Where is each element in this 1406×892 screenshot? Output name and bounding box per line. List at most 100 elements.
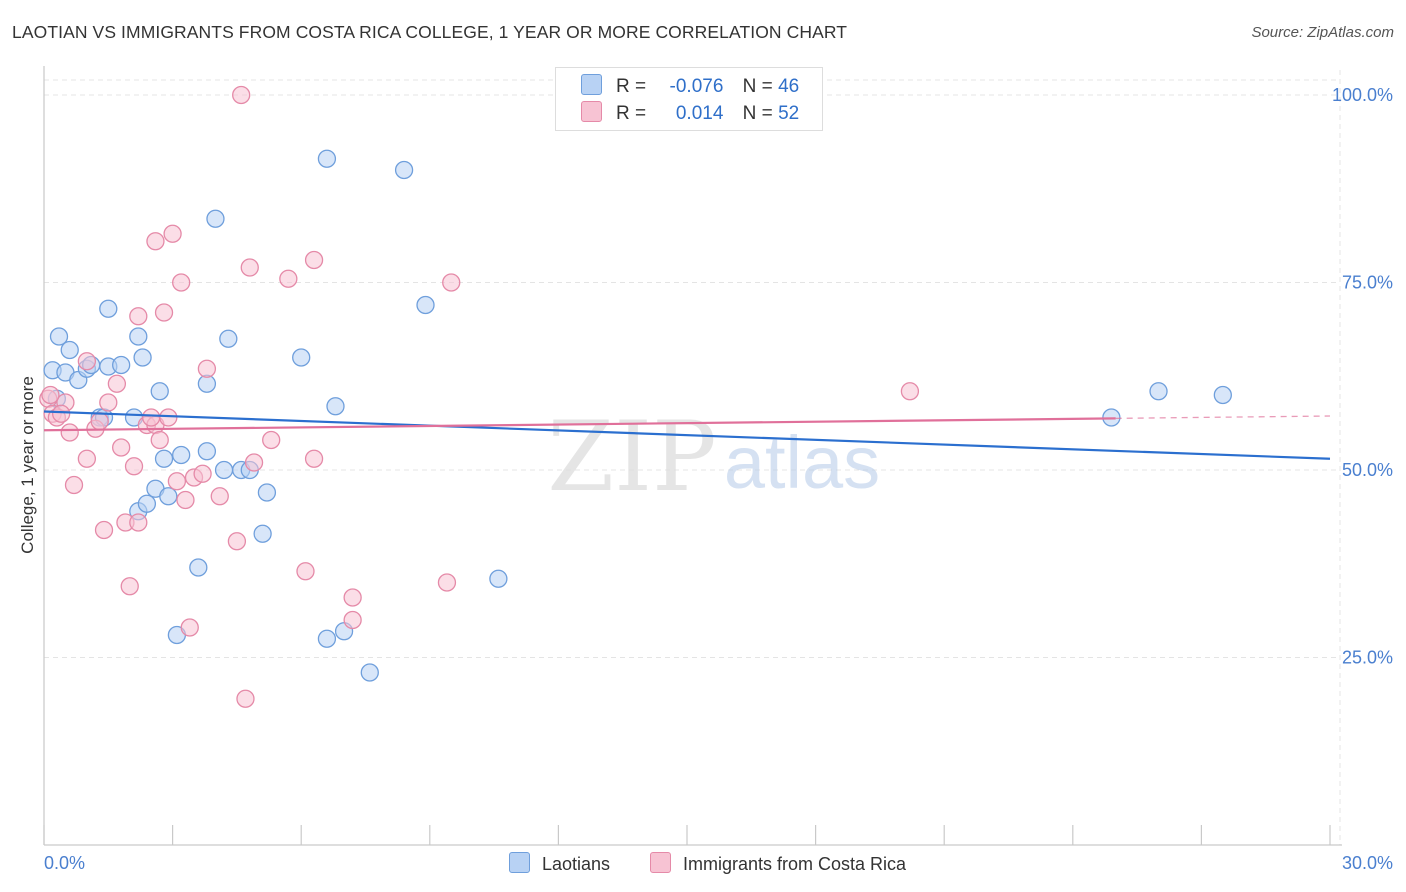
costa-rica-point bbox=[304, 449, 324, 468]
costa-rica-point bbox=[279, 269, 298, 288]
costa-rica-point bbox=[900, 382, 920, 401]
costa-rica-point bbox=[94, 520, 114, 540]
costa-rica-point bbox=[99, 393, 118, 412]
y-tick-label: 50.0% bbox=[1342, 460, 1393, 480]
trend-lines bbox=[43, 410, 1331, 460]
laotian-point bbox=[489, 569, 508, 588]
legend-swatch-pink bbox=[581, 101, 602, 122]
y-tick-label: 75.0% bbox=[1342, 273, 1393, 293]
x-tick-label: 0.0% bbox=[44, 853, 85, 873]
legend-label-costa-rica: Immigrants from Costa Rica bbox=[683, 854, 907, 874]
laotian-point bbox=[257, 483, 277, 502]
laotian-point bbox=[112, 355, 131, 375]
grid-lines bbox=[44, 70, 1341, 845]
laotian-point bbox=[317, 629, 337, 648]
costa-rica-point bbox=[129, 307, 148, 326]
costa-rica-point bbox=[154, 303, 174, 322]
legend-r-value: 0.014 bbox=[675, 103, 724, 124]
costa-rica-point bbox=[236, 689, 255, 708]
laotian-point bbox=[133, 348, 152, 367]
costa-rica-point bbox=[120, 577, 139, 596]
laotian-point bbox=[214, 460, 234, 480]
axes bbox=[43, 66, 1342, 846]
legend-n-value: 46 bbox=[778, 76, 800, 97]
y-tick-label: 100.0% bbox=[1332, 85, 1393, 105]
laotian-point bbox=[360, 663, 379, 682]
laotian-point bbox=[137, 494, 157, 513]
laotian-point bbox=[49, 327, 69, 346]
costa-rica-point bbox=[129, 513, 148, 532]
costa-rica-point bbox=[343, 610, 362, 630]
costa-rica-point bbox=[176, 490, 195, 510]
costa-rica-point bbox=[112, 438, 131, 457]
costa-rica-point bbox=[146, 232, 165, 251]
series-legend: Laotians Immigrants from Costa Rica bbox=[0, 852, 1406, 878]
laotian-point bbox=[292, 348, 311, 367]
laotian-point bbox=[99, 299, 118, 318]
source-label: Source: ZipAtlas.com bbox=[1251, 24, 1394, 41]
x-tick-label: 30.0% bbox=[1342, 853, 1393, 873]
legend-swatch-pink bbox=[650, 852, 671, 873]
legend-n-value: 52 bbox=[778, 103, 800, 124]
costa-rica-point bbox=[437, 573, 457, 592]
laotian-point bbox=[154, 449, 174, 468]
costa-rica-point bbox=[304, 250, 324, 270]
chart-title: LAOTIAN VS IMMIGRANTS FROM COSTA RICA CO… bbox=[12, 22, 848, 42]
costa-rica-point bbox=[64, 475, 84, 495]
laotian-point bbox=[189, 558, 208, 577]
costa-rica-point bbox=[193, 464, 212, 483]
laotian-point bbox=[129, 327, 148, 346]
costa-rica-point bbox=[77, 449, 97, 468]
costa-rica-point bbox=[240, 258, 259, 277]
laotian-point bbox=[253, 524, 272, 543]
laotian-point bbox=[150, 382, 169, 401]
watermark-zip: ZIP bbox=[547, 401, 716, 513]
laotian-point bbox=[416, 295, 435, 315]
watermark: ZIP atlas bbox=[547, 401, 880, 513]
costa-rica-point bbox=[159, 408, 178, 427]
laotian-point bbox=[159, 487, 178, 506]
costa-rica-point bbox=[227, 532, 247, 551]
costa-rica-point bbox=[197, 359, 217, 378]
costa-rica-point bbox=[150, 430, 169, 450]
laotian-point bbox=[326, 397, 345, 416]
laotian-point bbox=[1213, 385, 1232, 405]
costa-rica-point bbox=[142, 408, 161, 427]
legend-item-costa-rica: Immigrants from Costa Rica bbox=[650, 852, 906, 875]
laotian-point bbox=[394, 160, 414, 180]
costa-rica-point bbox=[124, 457, 144, 476]
watermark-atlas: atlas bbox=[724, 421, 880, 504]
y-tick-label: 25.0% bbox=[1342, 648, 1393, 668]
costa-rica-point bbox=[77, 352, 97, 371]
laotian-point bbox=[317, 149, 337, 168]
laotian-point bbox=[206, 209, 225, 228]
costa-rica-point bbox=[107, 374, 127, 393]
legend-row-costa-rica: R = 0.014 N = 52 bbox=[581, 101, 799, 127]
legend-item-laotians: Laotians bbox=[509, 852, 610, 875]
costa-rica-point bbox=[343, 588, 362, 607]
costa-rica-point bbox=[296, 562, 315, 581]
legend-label-laotians: Laotians bbox=[542, 854, 611, 874]
legend-row-laotians: R = -0.076 N = 46 bbox=[581, 74, 799, 100]
legend-r-label: R = bbox=[616, 76, 647, 97]
costa-rica-point bbox=[41, 385, 60, 405]
costa-rica-point bbox=[210, 487, 229, 506]
legend-n-label: N = bbox=[742, 103, 773, 124]
tick-labels: 25.0% 50.0% 75.0% 100.0% 0.0% 30.0% bbox=[44, 85, 1393, 873]
legend-swatch-blue bbox=[509, 852, 530, 873]
laotian-trend-line bbox=[43, 410, 1331, 460]
costa-rica-point bbox=[90, 412, 109, 431]
laotian-point bbox=[1149, 382, 1168, 401]
laotian-point bbox=[197, 442, 217, 461]
costa-rica-point bbox=[167, 472, 187, 491]
costa-rica-trend-line bbox=[43, 417, 1116, 432]
stats-legend: R = -0.076 N = 46 R = 0.014 N = 52 bbox=[555, 67, 823, 131]
data-points bbox=[39, 85, 1232, 708]
legend-r-value: -0.076 bbox=[669, 76, 724, 97]
costa-rica-point bbox=[172, 273, 191, 292]
laotian-point bbox=[219, 329, 238, 348]
costa-rica-point bbox=[244, 453, 264, 472]
costa-rica-point bbox=[180, 618, 199, 637]
costa-rica-point bbox=[163, 224, 182, 243]
